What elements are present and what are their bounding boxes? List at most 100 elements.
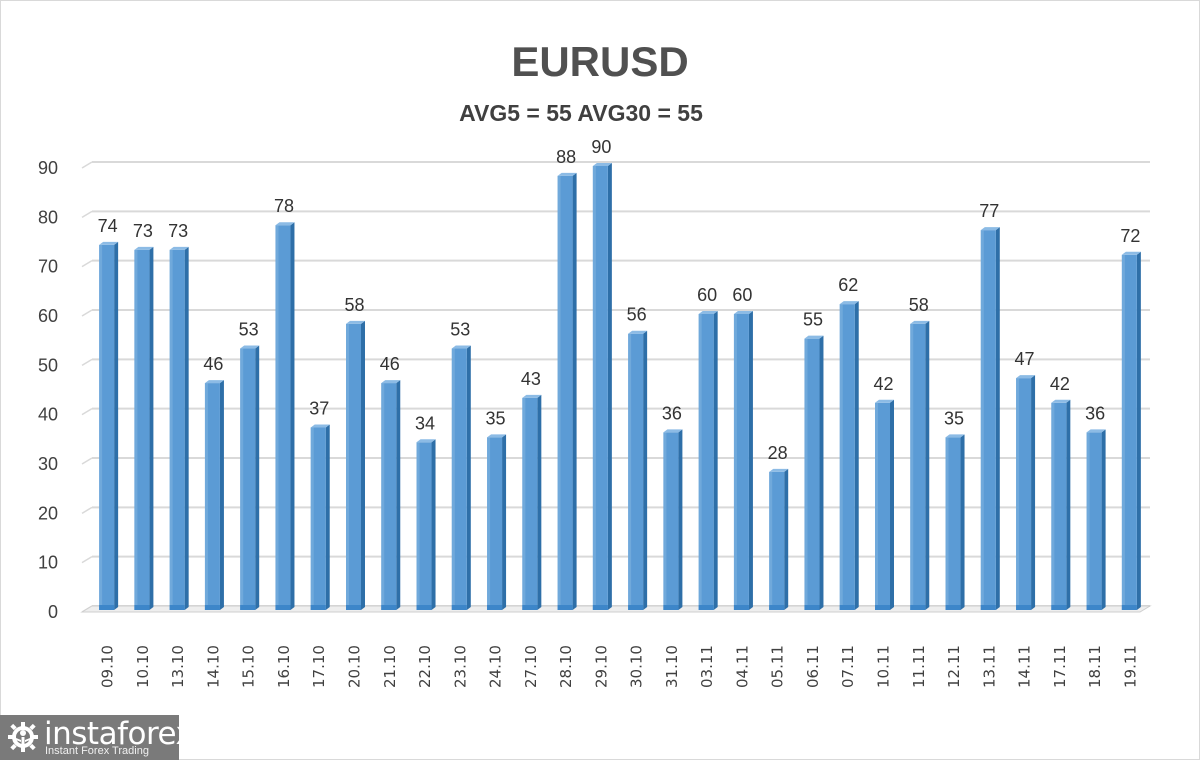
bar: [451, 345, 471, 610]
bar: [628, 330, 648, 610]
data-label: 42: [873, 374, 893, 394]
x-tick-label: 24.10: [487, 645, 505, 688]
gridline-depth: [81, 260, 93, 268]
logo-tagline: Instant Forex Trading: [45, 745, 149, 757]
data-label: 88: [556, 147, 576, 167]
bar: [804, 335, 824, 610]
y-tick-label: 80: [38, 207, 58, 227]
data-label: 55: [803, 310, 823, 330]
x-tick-label: 23.10: [451, 645, 469, 688]
gridline-depth: [81, 309, 93, 317]
bar: [1016, 375, 1036, 610]
data-label: 47: [1015, 349, 1035, 369]
data-label: 46: [380, 354, 400, 374]
bar: [592, 163, 612, 610]
data-label: 56: [627, 305, 647, 325]
bar: [310, 424, 330, 610]
bar: [557, 172, 577, 610]
y-tick-label: 90: [38, 158, 58, 178]
bar: [839, 301, 859, 610]
bar: [1121, 251, 1141, 611]
data-label: 90: [591, 137, 611, 157]
gridline-depth: [81, 408, 93, 416]
y-tick-label: 60: [38, 306, 58, 326]
x-tick-label: 22.10: [416, 645, 434, 688]
x-tick-label: 20.10: [346, 645, 364, 688]
x-tick-label: 28.10: [557, 645, 575, 688]
bar: [487, 434, 507, 610]
bar: [980, 227, 1000, 610]
y-tick-label: 30: [38, 454, 58, 474]
data-label: 42: [1050, 374, 1070, 394]
instaforex-logo: instaforex Instant Forex Trading: [0, 715, 194, 760]
data-label: 58: [909, 295, 929, 315]
data-label: 46: [203, 354, 223, 374]
x-tick-label: 14.11: [1016, 645, 1034, 688]
data-label: 62: [838, 275, 858, 295]
bar: [945, 434, 965, 610]
x-tick-label: 15.10: [240, 645, 258, 688]
data-label: 28: [768, 443, 788, 463]
y-tick-label: 50: [38, 355, 58, 375]
x-tick-label: 14.10: [204, 645, 222, 688]
data-label: 58: [344, 295, 364, 315]
logo-wordmark: instaforex: [44, 716, 194, 752]
data-label: 43: [521, 369, 541, 389]
x-tick-label: 12.11: [945, 645, 963, 688]
x-tick-label: 19.11: [1121, 645, 1139, 688]
gridline-depth: [81, 358, 93, 366]
gridline-depth: [81, 506, 93, 514]
bar: [99, 241, 119, 610]
bar: [663, 429, 683, 610]
x-tick-label: 18.11: [1086, 645, 1104, 688]
y-tick-label: 40: [38, 405, 58, 425]
x-tick-label: 17.10: [310, 645, 328, 688]
data-label: 60: [732, 285, 752, 305]
bar: [240, 345, 260, 610]
gridline-depth: [81, 457, 93, 465]
data-label: 37: [309, 398, 329, 418]
x-tick-label: 04.11: [733, 645, 751, 688]
bar: [733, 311, 753, 610]
bar: [769, 468, 789, 610]
bar: [1051, 399, 1071, 610]
data-label: 77: [979, 201, 999, 221]
data-label: 73: [168, 221, 188, 241]
x-tick-label: 10.11: [875, 645, 893, 688]
x-tick-label: 13.11: [980, 645, 998, 688]
y-tick-label: 0: [48, 602, 58, 622]
bar: [698, 311, 718, 610]
y-tick-label: 20: [38, 503, 58, 523]
x-tick-label: 30.10: [628, 645, 646, 688]
data-label: 36: [1085, 403, 1105, 423]
gridline-depth: [81, 556, 93, 564]
x-tick-label: 07.11: [839, 645, 857, 688]
bar: [522, 394, 542, 610]
x-tick-label: 27.10: [522, 645, 540, 688]
x-tick-label: 11.11: [910, 645, 928, 688]
gridline-depth: [81, 210, 93, 218]
bar: [416, 439, 436, 610]
x-tick-label: 21.10: [381, 645, 399, 688]
y-tick-label: 10: [38, 553, 58, 573]
data-label: 35: [486, 408, 506, 428]
x-tick-label: 05.11: [769, 645, 787, 688]
data-label: 72: [1120, 226, 1140, 246]
y-tick-label: 70: [38, 257, 58, 277]
data-label: 73: [133, 221, 153, 241]
bar: [134, 246, 154, 610]
bar: [910, 320, 930, 610]
bar: [204, 380, 224, 610]
data-label: 60: [697, 285, 717, 305]
x-tick-label: 13.10: [169, 645, 187, 688]
data-label: 35: [944, 408, 964, 428]
data-label: 74: [98, 216, 118, 236]
data-label: 53: [239, 320, 259, 340]
data-label: 34: [415, 413, 435, 433]
x-tick-label: 06.11: [804, 645, 822, 688]
gridline-depth: [81, 161, 93, 169]
bar: [875, 399, 894, 610]
bar: [381, 380, 401, 610]
x-tick-label: 09.10: [99, 645, 117, 688]
